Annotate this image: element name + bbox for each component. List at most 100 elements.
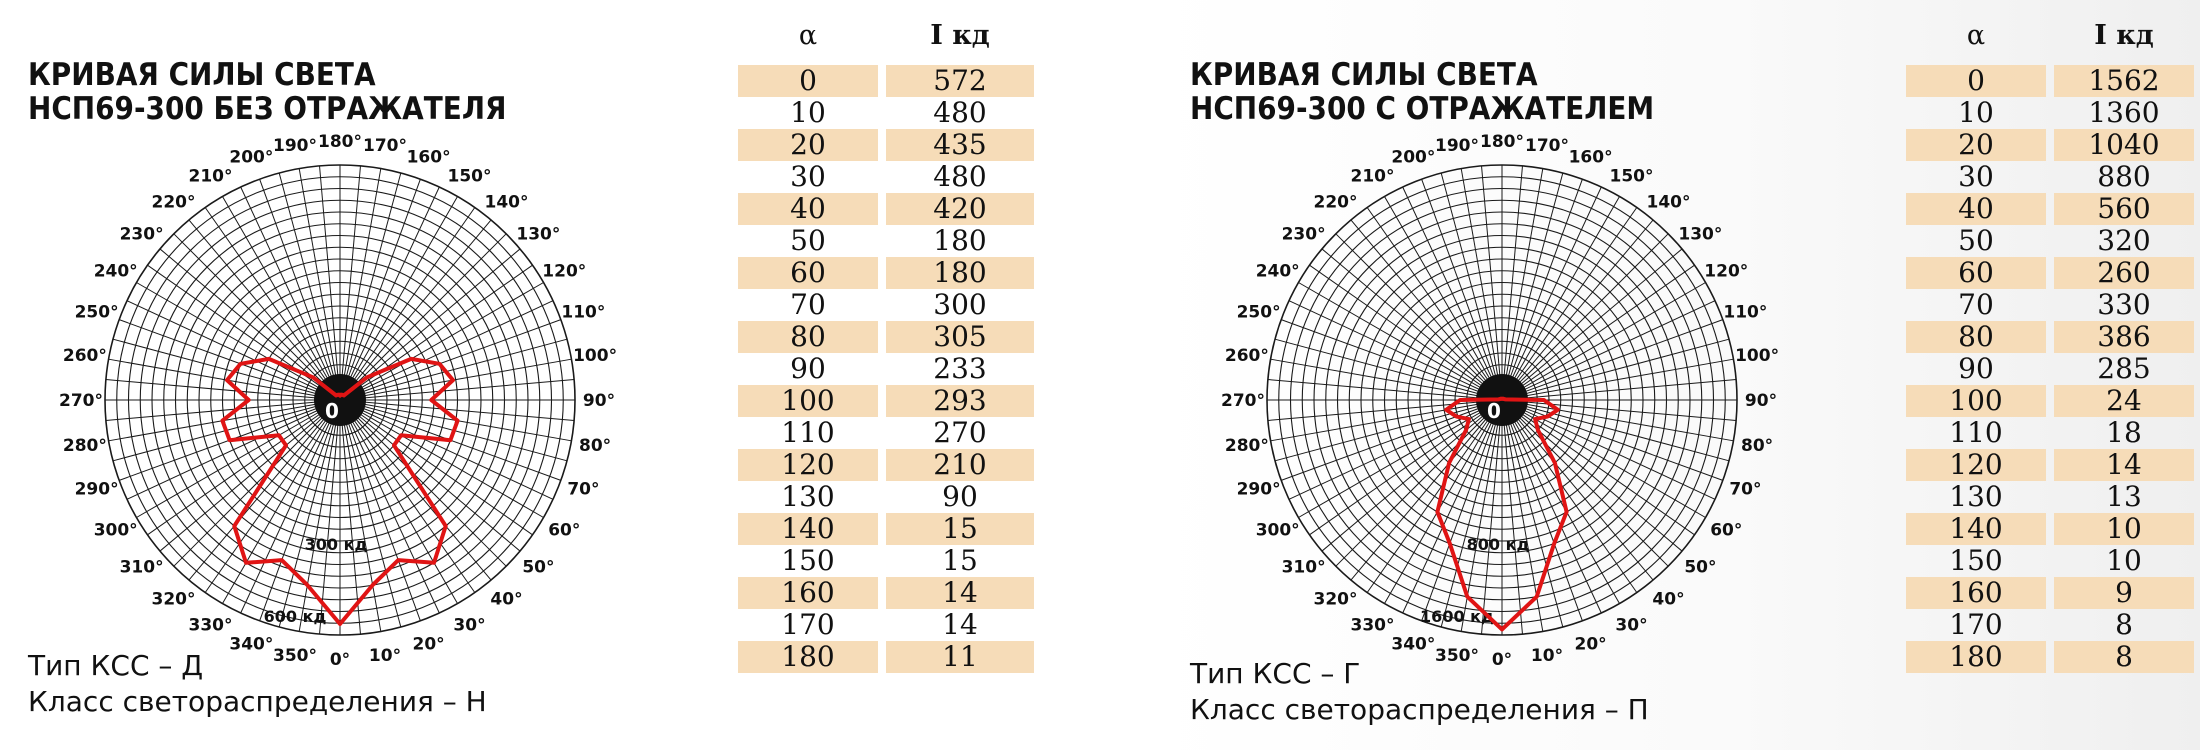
table-left-row: 120 210 xyxy=(738,449,1034,481)
angle-label: 100° xyxy=(573,346,617,366)
table-right-row: 90 285 xyxy=(1906,353,2194,385)
table-left-intensity-cell: 305 xyxy=(886,321,1034,353)
table-right-alpha-cell: 0 xyxy=(1906,65,2046,97)
angle-label: 230° xyxy=(1282,225,1326,245)
angle-label: 320° xyxy=(152,589,196,609)
table-left-alpha-cell: 0 xyxy=(738,65,878,97)
table-left-alpha-cell: 20 xyxy=(738,129,878,161)
table-right-intensity-cell: 260 xyxy=(2054,257,2194,289)
center-zero-label: 0 xyxy=(325,399,339,423)
ksc-type-left: Тип КСС – Д xyxy=(28,649,204,682)
table-left-intensity-cell: 210 xyxy=(886,449,1034,481)
chart-title-left: КРИВАЯ СИЛЫ СВЕТА НСП69-300 БЕЗ ОТРАЖАТЕ… xyxy=(28,58,507,126)
intensity-curve xyxy=(1435,396,1569,632)
table-left-alpha-cell: 140 xyxy=(738,513,878,545)
angle-label: 300° xyxy=(94,521,138,541)
angle-label: 310° xyxy=(1282,558,1326,578)
ksc-info-right: Тип КСС – Г Класс светораспределения – П xyxy=(1190,656,1649,728)
table-left-intensity-cell: 572 xyxy=(886,65,1034,97)
table-left-alpha-cell: 40 xyxy=(738,193,878,225)
angle-label: 310° xyxy=(120,558,164,578)
table-left-intensity-cell: 293 xyxy=(886,385,1034,417)
table-left-row: 40 420 xyxy=(738,193,1034,225)
polar-grid xyxy=(1266,164,1738,636)
table-left-intensity-cell: 480 xyxy=(933,160,987,193)
table-right-intensity-cell: 1040 xyxy=(2054,129,2194,161)
angle-label: 200° xyxy=(229,148,273,168)
table-left-row: 180 11 xyxy=(738,641,1034,673)
angle-label: 70° xyxy=(567,480,599,500)
table-left-row: 50 180 xyxy=(738,225,1034,257)
table-right-row: 100 24 xyxy=(1906,385,2194,417)
table-left-row: 80 305 xyxy=(738,321,1034,353)
table-right-intensity-cell: 880 xyxy=(2097,160,2151,193)
table-right-row: 120 14 xyxy=(1906,449,2194,481)
table-left-intensity-cell: 270 xyxy=(933,416,987,449)
table-left-row: 60 180 xyxy=(738,257,1034,289)
angle-label: 10° xyxy=(1531,646,1563,666)
table-right-intensity-cell: 1360 xyxy=(2088,96,2160,129)
table-right-intensity-cell: 8 xyxy=(2115,608,2133,641)
angle-labels: 0° 10° 20° 30°40°50° 60° 70° 80° 90° 100° 110° 120… xyxy=(60,132,617,670)
chart-title-right: КРИВАЯ СИЛЫ СВЕТА НСП69-300 С ОТРАЖАТЕЛЕ… xyxy=(1190,58,1654,126)
angle-label: 210° xyxy=(189,167,233,187)
table-left-intensity-cell: 15 xyxy=(886,513,1034,545)
table-left-alpha-cell: 30 xyxy=(790,160,826,193)
table-right-alpha-cell: 70 xyxy=(1958,288,1994,321)
center-zero-label: 0 xyxy=(1487,399,1501,423)
angle-label: 90° xyxy=(583,391,615,411)
table-left-alpha-cell: 80 xyxy=(738,321,878,353)
table-left-alpha-cell: 160 xyxy=(738,577,878,609)
angle-label: 10° xyxy=(369,646,401,666)
table-left-row: 0 572 xyxy=(738,65,1034,97)
table-right-alpha-cell: 10 xyxy=(1958,96,1994,129)
angle-label: 150° xyxy=(448,167,492,187)
angle-label: 280° xyxy=(63,436,107,456)
table-right-intensity-cell: 386 xyxy=(2054,321,2194,353)
table-right-row: 50 320 xyxy=(1906,225,2194,257)
angle-label: 320° xyxy=(1314,589,1358,609)
ksc-class-left: Класс светораспределения – Н xyxy=(28,685,487,718)
table-right-intensity-cell: 9 xyxy=(2054,577,2194,609)
table-right-alpha-cell: 130 xyxy=(1949,480,2003,513)
table-left-row: 130 90 xyxy=(738,481,1034,513)
table-left-alpha-cell: 90 xyxy=(790,352,826,385)
table-right-alpha-cell: 140 xyxy=(1906,513,2046,545)
table-right-row: 130 13 xyxy=(1906,481,2194,513)
angle-label: 80° xyxy=(579,436,611,456)
table-right-alpha-cell: 120 xyxy=(1906,449,2046,481)
intensity-table-right: α I кд 0 1562 10 1360 20 1040 30 880 40 560 50 320 6… xyxy=(1906,20,2196,680)
table-left-intensity-cell: 14 xyxy=(886,577,1034,609)
table-right-alpha-cell: 150 xyxy=(1949,544,2003,577)
angle-label: 300° xyxy=(1256,521,1300,541)
table-left-row: 110 270 xyxy=(738,417,1034,449)
angle-label: 140° xyxy=(1647,193,1691,213)
angle-label: 190° xyxy=(1435,136,1479,156)
table-right-alpha-cell: 80 xyxy=(1906,321,2046,353)
table-right-alpha-cell: 180 xyxy=(1906,641,2046,673)
angle-label: 100° xyxy=(1735,346,1779,366)
polar-chart-left: 0° 10° 20° 30°40°50° 60° 70° 80° 90° 100° 110° 120… xyxy=(60,132,617,670)
table-left-intensity-cell: 300 xyxy=(933,288,987,321)
table-right-row: 60 260 xyxy=(1906,257,2194,289)
table-left-row: 100 293 xyxy=(738,385,1034,417)
angle-label: 340° xyxy=(229,634,273,654)
table-left-row: 70 300 xyxy=(738,289,1034,321)
angle-label: 20° xyxy=(1575,634,1607,654)
right-panel-background xyxy=(1150,0,2200,750)
angle-label: 0° xyxy=(330,650,350,670)
table-right-header-intensity: I кд xyxy=(2094,20,2154,51)
angle-label: 340° xyxy=(1391,634,1435,654)
scale-label-inner: 800 кд xyxy=(1467,535,1530,554)
table-right-row: 10 1360 xyxy=(1906,97,2194,129)
table-left-alpha-cell: 120 xyxy=(738,449,878,481)
angle-label: 270° xyxy=(60,391,103,411)
angle-label: 30° xyxy=(1615,615,1647,635)
table-left-intensity-cell: 420 xyxy=(886,193,1034,225)
table-left-intensity-cell: 180 xyxy=(886,257,1034,289)
angle-label: 120° xyxy=(1704,262,1748,282)
scale-label-outer: 1600 кд xyxy=(1420,607,1494,626)
angle-label: 220° xyxy=(152,193,196,213)
angle-label: 130° xyxy=(516,225,560,245)
angle-label: 190° xyxy=(273,136,317,156)
